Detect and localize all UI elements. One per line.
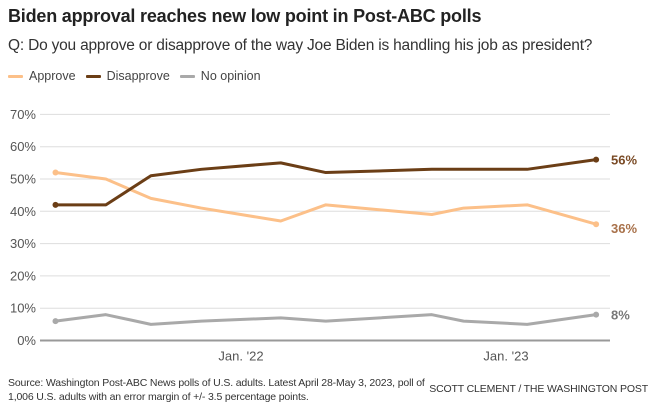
- start-point-no-opinion: [52, 318, 59, 325]
- credit-line: SCOTT CLEMENT / THE WASHINGTON POST: [429, 383, 648, 395]
- y-tick-label: 70%: [10, 107, 36, 122]
- legend-label-no-opinion: No opinion: [200, 69, 261, 83]
- legend-label-approve: Approve: [29, 69, 76, 83]
- y-tick-label: 60%: [10, 139, 36, 154]
- chart-title: Biden approval reaches new low point in …: [8, 6, 482, 26]
- series-lines: [52, 156, 600, 326]
- x-axis-ticks: Jan. '22 Jan. '23: [218, 349, 528, 364]
- legend-item-approve: Approve: [8, 69, 76, 83]
- start-point-approve: [52, 169, 59, 176]
- end-point-disapprove: [593, 156, 600, 163]
- x-tick-label: Jan. '23: [483, 349, 528, 364]
- end-point-no-opinion: [593, 311, 600, 318]
- end-label-disapprove: 56%: [611, 153, 637, 168]
- end-point-approve: [593, 221, 600, 228]
- series-line-disapprove: [54, 158, 598, 207]
- y-axis-ticks: 0% 10% 20% 30% 40% 50% 60% 70%: [10, 107, 36, 348]
- legend-swatch-disapprove: [85, 74, 101, 78]
- end-label-approve: 36%: [611, 221, 637, 236]
- y-tick-label: 30%: [10, 236, 36, 251]
- legend-swatch-approve: [8, 74, 23, 78]
- y-tick-label: 10%: [10, 301, 36, 316]
- end-label-no-opinion: 8%: [611, 308, 630, 323]
- y-tick-label: 0%: [17, 333, 36, 348]
- legend-item-disapprove: Disapprove: [85, 69, 170, 83]
- series-line-no-opinion: [54, 313, 598, 326]
- legend-label-disapprove: Disapprove: [106, 69, 170, 83]
- gridlines: [40, 113, 610, 342]
- start-point-disapprove: [52, 201, 59, 208]
- source-note: Source: Washington Post-ABC News polls o…: [8, 377, 425, 403]
- series-line-approve: [54, 171, 598, 226]
- y-tick-label: 40%: [10, 204, 36, 219]
- end-labels: 8% 36% 56%: [611, 153, 637, 323]
- y-tick-label: 50%: [10, 172, 36, 187]
- y-tick-label: 20%: [10, 268, 36, 283]
- legend: Approve Disapprove No opinion: [8, 69, 271, 83]
- chart-subtitle: Q: Do you approve or disapprove of the w…: [8, 37, 593, 54]
- legend-item-no-opinion: No opinion: [179, 69, 261, 83]
- line-chart: 0% 10% 20% 30% 40% 50% 60% 70% Jan. '22 Jan. '23…: [10, 107, 637, 364]
- x-tick-label: Jan. '22: [218, 349, 263, 364]
- legend-swatch-no-opinion: [179, 74, 195, 78]
